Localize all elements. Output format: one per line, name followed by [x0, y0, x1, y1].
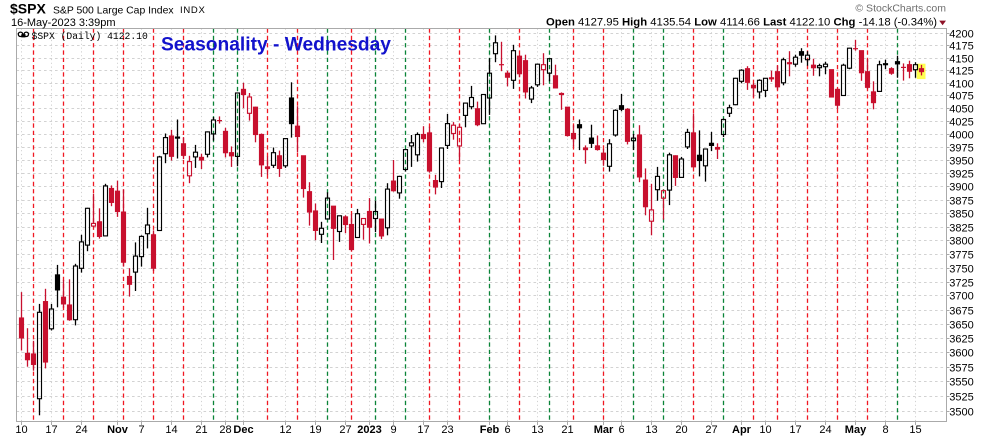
- svg-text:May: May: [845, 424, 867, 436]
- svg-text:3575: 3575: [949, 362, 973, 374]
- svg-text:27: 27: [705, 424, 717, 436]
- svg-text:3700: 3700: [949, 290, 973, 302]
- svg-text:21: 21: [561, 424, 573, 436]
- svg-text:24: 24: [75, 424, 87, 436]
- svg-text:24: 24: [819, 424, 831, 436]
- svg-text:12: 12: [279, 424, 291, 436]
- svg-text:20: 20: [675, 424, 687, 436]
- svg-text:17: 17: [45, 424, 57, 436]
- svg-text:$SPX: $SPX: [10, 1, 46, 17]
- svg-text:3675: 3675: [949, 305, 973, 317]
- svg-text:3900: 3900: [949, 181, 973, 193]
- svg-text:4075: 4075: [949, 90, 973, 102]
- svg-text:$SPX (Daily) 4122.10: $SPX (Daily) 4122.10: [32, 31, 148, 42]
- svg-text:Mar: Mar: [594, 424, 614, 436]
- svg-text:3525: 3525: [949, 391, 973, 403]
- svg-text:4125: 4125: [949, 65, 973, 77]
- svg-text:INDX: INDX: [180, 5, 206, 16]
- svg-text:28: 28: [219, 424, 231, 436]
- svg-text:27: 27: [339, 424, 351, 436]
- svg-text:3775: 3775: [949, 249, 973, 261]
- svg-text:8: 8: [882, 424, 888, 436]
- svg-text:3600: 3600: [949, 347, 973, 359]
- svg-text:4000: 4000: [949, 129, 973, 141]
- svg-text:3625: 3625: [949, 333, 973, 345]
- svg-text:2023: 2023: [357, 424, 381, 436]
- svg-text:4025: 4025: [949, 116, 973, 128]
- svg-text:4050: 4050: [949, 103, 973, 115]
- svg-text:4200: 4200: [949, 28, 973, 40]
- svg-text:9: 9: [390, 424, 396, 436]
- svg-text:7: 7: [138, 424, 144, 436]
- svg-text:13: 13: [645, 424, 657, 436]
- svg-text:6: 6: [504, 424, 510, 436]
- svg-text:Nov: Nov: [107, 424, 129, 436]
- svg-text:© StockCharts.com: © StockCharts.com: [855, 2, 946, 14]
- svg-text:3975: 3975: [949, 142, 973, 154]
- svg-text:3925: 3925: [949, 168, 973, 180]
- svg-text:S&P 500 Large Cap Index: S&P 500 Large Cap Index: [53, 6, 174, 17]
- svg-text:16-May-2023 3:39pm: 16-May-2023 3:39pm: [11, 17, 116, 29]
- svg-text:3850: 3850: [949, 208, 973, 220]
- svg-text:10: 10: [15, 424, 27, 436]
- svg-text:3825: 3825: [949, 222, 973, 234]
- svg-text:4175: 4175: [949, 40, 973, 52]
- svg-text:3550: 3550: [949, 376, 973, 388]
- svg-text:3500: 3500: [949, 406, 973, 418]
- svg-text:4150: 4150: [949, 53, 973, 65]
- svg-text:3650: 3650: [949, 319, 973, 331]
- svg-text:3800: 3800: [949, 235, 973, 247]
- svg-text:3725: 3725: [949, 277, 973, 289]
- svg-text:17: 17: [789, 424, 801, 436]
- svg-text:21: 21: [195, 424, 207, 436]
- svg-text:6: 6: [618, 424, 624, 436]
- svg-text:14: 14: [165, 424, 177, 436]
- svg-text:Feb: Feb: [480, 424, 500, 436]
- svg-text:4100: 4100: [949, 78, 973, 90]
- svg-text:Seasonality - Wednesday: Seasonality - Wednesday: [161, 34, 391, 55]
- svg-text:15: 15: [909, 424, 921, 436]
- svg-text:17: 17: [417, 424, 429, 436]
- svg-text:23: 23: [441, 424, 453, 436]
- svg-text:3950: 3950: [949, 155, 973, 167]
- svg-text:19: 19: [309, 424, 321, 436]
- svg-text:Apr: Apr: [732, 424, 752, 436]
- svg-text:3875: 3875: [949, 195, 973, 207]
- svg-text:10: 10: [759, 424, 771, 436]
- svg-text:13: 13: [531, 424, 543, 436]
- svg-text:Dec: Dec: [233, 424, 253, 436]
- svg-text:3750: 3750: [949, 263, 973, 275]
- svg-text:Open 4127.95 High 4135.54 Low: Open 4127.95 High 4135.54 Low 4114.66 La…: [546, 17, 937, 29]
